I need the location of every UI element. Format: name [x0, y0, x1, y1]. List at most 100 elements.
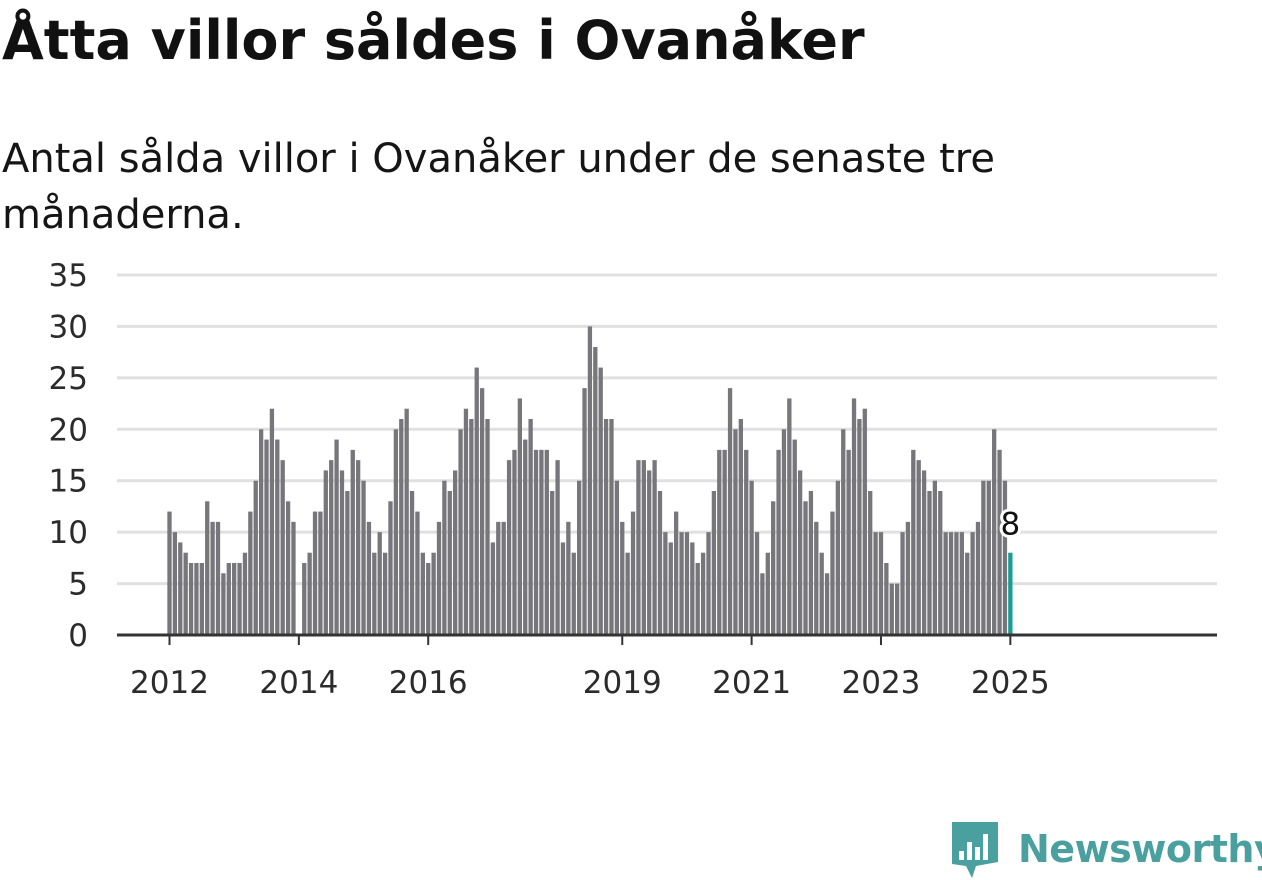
bar	[215, 521, 221, 635]
bar	[700, 552, 706, 635]
bar	[652, 460, 657, 635]
bar	[587, 326, 593, 635]
bar	[630, 511, 636, 635]
bar	[938, 491, 943, 635]
bar	[501, 521, 506, 635]
bar	[221, 573, 226, 635]
bar	[512, 449, 517, 635]
bar	[851, 398, 857, 635]
bar	[814, 521, 819, 635]
bar	[975, 521, 981, 635]
bar	[895, 583, 900, 635]
bar	[463, 408, 469, 635]
bar	[711, 491, 717, 635]
y-tick-label: 10	[49, 515, 88, 551]
highlight-value-label: 8	[1000, 507, 1020, 543]
bar	[205, 501, 210, 635]
bar	[399, 419, 404, 635]
bar	[593, 347, 598, 635]
bar	[506, 460, 512, 635]
bar	[366, 521, 372, 635]
x-tick-label: 2014	[259, 665, 338, 701]
bar	[350, 449, 355, 635]
bar	[981, 480, 986, 635]
bar	[356, 460, 361, 635]
bar	[188, 563, 194, 635]
bar	[183, 552, 188, 635]
bar	[242, 552, 248, 635]
bar	[781, 429, 787, 635]
bar	[830, 511, 835, 635]
y-tick-label: 15	[49, 464, 88, 500]
bar	[339, 470, 345, 635]
y-tick-label: 35	[49, 258, 88, 294]
bar	[436, 521, 442, 635]
bars	[167, 326, 1013, 635]
bar	[776, 449, 781, 635]
bar	[868, 491, 873, 635]
bar	[965, 552, 970, 635]
bar	[668, 542, 673, 635]
bar	[226, 563, 231, 635]
bar	[329, 460, 334, 635]
grid-lines	[117, 273, 1217, 586]
bar	[318, 511, 323, 635]
bar	[291, 521, 296, 635]
bar	[727, 388, 733, 635]
bar	[210, 521, 215, 635]
bar	[760, 573, 765, 635]
bar	[625, 552, 630, 635]
bar	[797, 470, 803, 635]
bar	[771, 501, 776, 635]
bar	[943, 532, 948, 635]
bar	[194, 563, 199, 635]
bar	[431, 552, 436, 635]
bar	[490, 542, 496, 635]
bar	[674, 511, 679, 635]
bar	[458, 429, 463, 635]
x-tick-label: 2019	[583, 665, 662, 701]
bar	[614, 480, 620, 635]
bar	[393, 429, 399, 635]
bar	[916, 460, 921, 635]
x-tick-label: 2023	[842, 665, 921, 701]
bar	[517, 398, 522, 635]
bar	[754, 532, 760, 635]
bar	[598, 367, 603, 635]
bar	[307, 552, 312, 635]
bar	[857, 419, 862, 635]
bar	[199, 563, 204, 635]
bar	[302, 563, 307, 635]
bar	[841, 429, 846, 635]
bar	[485, 419, 490, 635]
bar	[970, 532, 975, 635]
bar	[496, 521, 501, 635]
bar	[420, 552, 425, 635]
bar	[824, 573, 830, 635]
bar	[275, 439, 280, 635]
bar	[765, 552, 770, 635]
bar	[382, 552, 388, 635]
bar	[523, 439, 528, 635]
bar	[345, 491, 350, 635]
bar	[442, 480, 447, 635]
bar	[695, 563, 700, 635]
bar	[921, 470, 927, 635]
y-tick-label: 5	[68, 567, 88, 603]
bar	[663, 532, 668, 635]
highlighted-bar	[1008, 552, 1013, 635]
chart-subtitle: Antal sålda villor i Ovanåker under de s…	[2, 136, 995, 238]
bar	[744, 449, 749, 635]
bar	[690, 542, 695, 635]
bar	[862, 408, 867, 635]
bar	[603, 419, 609, 635]
bar	[474, 367, 479, 635]
bar	[280, 460, 285, 635]
bar	[889, 583, 894, 635]
bar	[528, 419, 533, 635]
bar	[620, 521, 625, 635]
bar	[323, 470, 328, 635]
y-tick-label: 0	[68, 618, 88, 654]
